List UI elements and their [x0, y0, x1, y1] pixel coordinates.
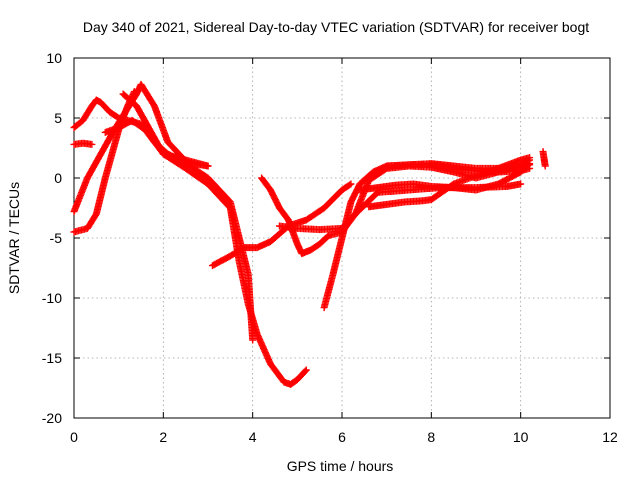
data-point — [346, 181, 354, 189]
x-tick-label-0: 0 — [70, 429, 78, 445]
series-3 — [70, 139, 96, 148]
series-2 — [70, 88, 138, 236]
y-tick-label-2: -10 — [42, 290, 62, 306]
axis-ticks — [73, 57, 611, 419]
data-point — [347, 180, 355, 188]
data-point — [88, 140, 96, 148]
x-axis-title: GPS time / hours — [287, 458, 394, 474]
x-tick-label-4: 8 — [427, 429, 435, 445]
data-point — [301, 367, 309, 375]
chart-title: Day 340 of 2021, Sidereal Day-to-day VTE… — [83, 19, 589, 35]
data-point — [541, 162, 549, 170]
series-4 — [101, 116, 310, 388]
data-points — [70, 80, 549, 388]
grid — [74, 58, 610, 418]
data-point — [130, 88, 138, 96]
x-tick-label-2: 4 — [249, 429, 257, 445]
y-tick-label-4: 0 — [54, 170, 62, 186]
y-tick-label-5: 5 — [54, 110, 62, 126]
data-point — [526, 154, 534, 162]
x-tick-label-1: 2 — [159, 429, 167, 445]
data-point — [302, 366, 310, 374]
series-13 — [539, 148, 549, 170]
y-tick-label-3: -5 — [50, 230, 63, 246]
x-tick-label-6: 12 — [602, 429, 618, 445]
y-tick-label-0: -20 — [42, 410, 62, 426]
data-point — [517, 180, 525, 188]
series-5 — [119, 90, 212, 170]
y-tick-labels: -20 -15 -10 -5 0 5 10 — [42, 50, 62, 426]
y-axis-title: SDTVAR / TECUs — [6, 182, 22, 294]
data-point — [249, 336, 257, 344]
x-tick-labels: 0 2 4 6 8 10 12 — [70, 429, 618, 445]
data-point — [526, 164, 534, 172]
y-tick-label-6: 10 — [46, 50, 62, 66]
x-tick-label-3: 6 — [338, 429, 346, 445]
x-tick-label-5: 10 — [513, 429, 529, 445]
series-12 — [383, 161, 534, 176]
data-point — [204, 162, 212, 170]
y-tick-label-1: -15 — [42, 350, 62, 366]
